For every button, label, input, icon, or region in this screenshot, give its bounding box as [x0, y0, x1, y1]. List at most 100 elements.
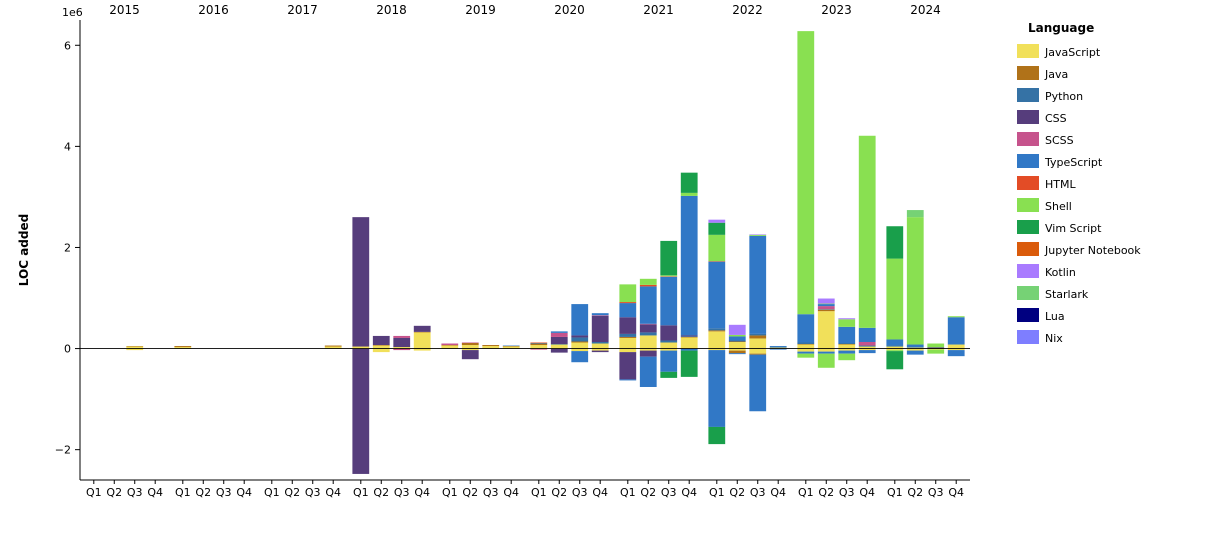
quarter-label: Q4	[325, 486, 341, 499]
bar-seg	[797, 349, 814, 352]
legend-label: Jupyter Notebook	[1044, 244, 1141, 257]
bar-seg	[708, 427, 725, 444]
quarter-label: Q3	[216, 486, 232, 499]
bar-seg	[619, 302, 636, 303]
bar-seg	[797, 31, 814, 314]
quarter-label: Q3	[750, 486, 766, 499]
quarter-label: Q2	[462, 486, 478, 499]
bar-seg	[729, 351, 746, 354]
bar-seg	[708, 261, 725, 262]
quarter-label: Q4	[592, 486, 608, 499]
quarter-label: Q3	[839, 486, 855, 499]
year-label: 2022	[732, 3, 763, 17]
legend-label: Vim Script	[1045, 222, 1102, 235]
legend-swatch	[1017, 308, 1039, 322]
legend-swatch	[1017, 198, 1039, 212]
bar-seg	[838, 327, 855, 343]
quarter-label: Q2	[640, 486, 656, 499]
bar-seg	[592, 316, 609, 342]
legend-swatch	[1017, 242, 1039, 256]
quarter-label: Q2	[551, 486, 567, 499]
year-label: 2023	[821, 3, 852, 17]
bar-seg	[708, 262, 725, 329]
bar-seg	[414, 332, 431, 333]
quarter-label: Q2	[106, 486, 122, 499]
bar-seg	[660, 277, 677, 326]
bar-seg	[551, 345, 568, 349]
bar-seg	[729, 341, 746, 342]
bar-seg	[660, 340, 677, 342]
y-tick-label: −2	[55, 444, 71, 457]
quarter-label: Q1	[175, 486, 191, 499]
quarter-label: Q1	[620, 486, 636, 499]
bar-seg	[640, 335, 657, 348]
year-label: 2021	[643, 3, 674, 17]
bar-seg	[441, 344, 458, 346]
bar-seg	[838, 319, 855, 327]
bar-seg	[859, 346, 876, 347]
bar-seg	[462, 345, 479, 349]
quarter-label: Q1	[353, 486, 369, 499]
quarter-label: Q4	[236, 486, 252, 499]
bar-seg	[640, 286, 657, 323]
legend-swatch	[1017, 264, 1039, 278]
bar-seg	[571, 343, 588, 349]
bar-seg	[592, 313, 609, 315]
bar-seg	[571, 351, 588, 362]
legend-swatch	[1017, 286, 1039, 300]
bar-seg	[530, 343, 547, 344]
y-tick-label: 0	[64, 343, 71, 356]
bar-seg	[729, 353, 746, 354]
bar-seg	[551, 333, 568, 337]
bar-seg	[818, 306, 835, 309]
bar-seg	[640, 351, 657, 357]
quarter-label: Q3	[928, 486, 944, 499]
bar-seg	[708, 330, 725, 331]
bar-seg	[681, 193, 698, 196]
quarter-label: Q4	[414, 486, 430, 499]
legend-swatch	[1017, 132, 1039, 146]
bar-seg	[797, 344, 814, 345]
bar-seg	[749, 338, 766, 348]
bar-seg	[660, 372, 677, 378]
legend-label: Java	[1044, 68, 1068, 81]
bar-seg	[927, 347, 944, 348]
bar-seg	[797, 352, 814, 354]
bar-seg	[708, 220, 725, 223]
quarter-label: Q3	[305, 486, 321, 499]
bar-seg	[708, 223, 725, 235]
bar-seg	[352, 217, 369, 346]
bar-seg	[749, 235, 766, 236]
bar-seg	[592, 342, 609, 344]
bar-seg	[530, 345, 547, 349]
year-label: 2017	[287, 3, 318, 17]
bar-seg	[482, 345, 499, 346]
bar-seg	[503, 346, 520, 347]
bar-seg	[838, 318, 855, 319]
bar-seg	[681, 351, 698, 377]
bar-seg	[640, 357, 657, 387]
bar-seg	[503, 346, 520, 347]
bar-seg	[660, 276, 677, 277]
bar-seg	[907, 210, 924, 217]
quarter-label: Q3	[661, 486, 677, 499]
bar-seg	[948, 345, 965, 349]
quarter-label: Q4	[147, 486, 163, 499]
year-label: 2020	[554, 3, 585, 17]
bar-seg	[660, 343, 677, 349]
quarter-label: Q4	[948, 486, 964, 499]
bar-seg	[660, 275, 677, 276]
bar-seg	[749, 349, 766, 354]
quarter-label: Q4	[681, 486, 697, 499]
bar-seg	[619, 317, 636, 334]
bar-seg	[708, 235, 725, 261]
bar-seg	[551, 331, 568, 333]
y-scale-label: 1e6	[62, 6, 83, 19]
quarter-label: Q3	[572, 486, 588, 499]
bar-seg	[749, 236, 766, 334]
bar-seg	[818, 354, 835, 368]
legend-label: Lua	[1045, 310, 1065, 323]
bar-seg	[681, 173, 698, 193]
bar-seg	[571, 341, 588, 342]
legend-label: Nix	[1045, 332, 1063, 345]
